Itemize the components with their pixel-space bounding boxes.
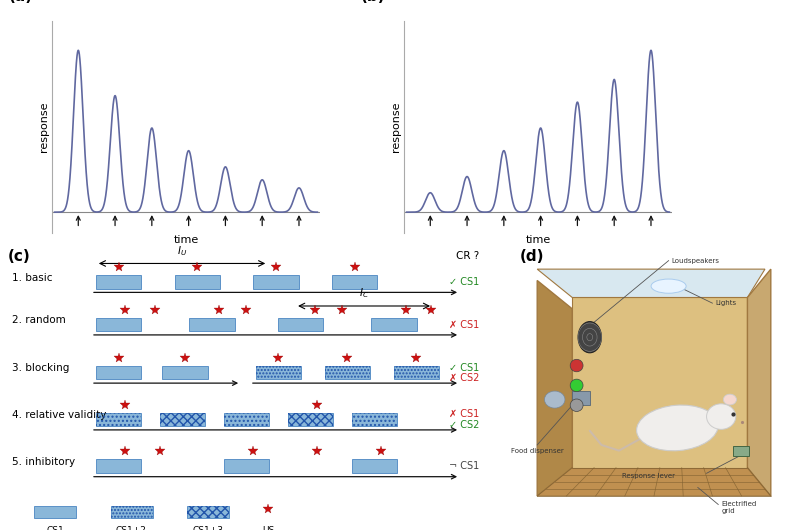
Bar (96, 413, 142, 426)
Polygon shape (572, 297, 747, 467)
Polygon shape (538, 269, 765, 297)
Bar (224, 413, 269, 426)
Y-axis label: response: response (39, 102, 50, 153)
Bar (278, 317, 323, 331)
Ellipse shape (723, 394, 737, 405)
Text: ✗ CS1: ✗ CS1 (450, 409, 480, 419)
Text: ✓ CS1: ✓ CS1 (450, 277, 480, 287)
Bar (110, 506, 153, 517)
Bar (288, 413, 333, 426)
Text: Loudspeakers: Loudspeakers (671, 258, 719, 263)
Bar (162, 366, 208, 379)
Polygon shape (747, 269, 770, 496)
Ellipse shape (545, 391, 565, 408)
Text: (c): (c) (7, 249, 30, 264)
Bar (256, 366, 301, 379)
X-axis label: time: time (174, 235, 198, 244)
Ellipse shape (651, 279, 686, 293)
Text: ✗ CS2: ✗ CS2 (450, 373, 480, 383)
Text: US: US (262, 526, 274, 530)
Bar (96, 413, 142, 426)
Ellipse shape (706, 404, 736, 429)
Text: (b): (b) (361, 0, 386, 4)
Bar (174, 275, 220, 289)
Bar (733, 446, 749, 456)
Text: 5. inhibitory: 5. inhibitory (12, 457, 75, 467)
Bar (325, 366, 370, 379)
Bar (190, 317, 234, 331)
Text: Electrified
grid: Electrified grid (721, 501, 757, 514)
Bar (96, 366, 142, 379)
Bar (288, 413, 333, 426)
Bar (34, 506, 76, 517)
Text: ✗ CS1: ✗ CS1 (450, 320, 480, 330)
Bar (224, 413, 269, 426)
Bar (96, 460, 142, 473)
Bar (256, 366, 301, 379)
Ellipse shape (578, 322, 602, 353)
Bar (325, 366, 370, 379)
Bar (96, 275, 142, 289)
Bar (96, 317, 142, 331)
Bar (224, 460, 269, 473)
Bar (110, 506, 153, 517)
Circle shape (570, 379, 583, 392)
Bar (394, 366, 439, 379)
Text: ✓ CS2: ✓ CS2 (450, 420, 480, 429)
Text: (a): (a) (9, 0, 34, 4)
Text: 3. blocking: 3. blocking (12, 364, 70, 373)
Text: Food dispenser: Food dispenser (511, 448, 564, 454)
Bar (160, 413, 205, 426)
Text: 1. basic: 1. basic (12, 272, 53, 282)
Text: CS1+3: CS1+3 (192, 526, 223, 530)
Text: (d): (d) (520, 249, 544, 264)
Bar (352, 413, 397, 426)
Bar (332, 275, 378, 289)
Text: Lights: Lights (715, 300, 737, 306)
Bar (394, 366, 439, 379)
Text: CS1+2: CS1+2 (116, 526, 147, 530)
Bar (160, 413, 205, 426)
Text: 4. relative validity: 4. relative validity (12, 410, 106, 420)
Polygon shape (538, 467, 770, 496)
Bar (371, 317, 417, 331)
Circle shape (570, 399, 583, 411)
Text: 2. random: 2. random (12, 315, 66, 325)
Ellipse shape (637, 405, 718, 451)
Text: $I_U$: $I_U$ (177, 244, 187, 258)
Text: CS1: CS1 (46, 526, 64, 530)
Bar (254, 275, 298, 289)
Text: Response lever: Response lever (622, 473, 674, 479)
Bar (352, 460, 397, 473)
X-axis label: time: time (526, 235, 550, 244)
Bar (187, 506, 229, 517)
Bar (572, 391, 590, 405)
Text: $I_C$: $I_C$ (359, 287, 369, 301)
Text: CR ?: CR ? (457, 251, 480, 261)
Bar (352, 413, 397, 426)
Polygon shape (538, 280, 572, 496)
Bar (187, 506, 229, 517)
Circle shape (570, 359, 583, 372)
Text: ✓ CS1: ✓ CS1 (450, 363, 480, 373)
Text: ¬ CS1: ¬ CS1 (450, 461, 480, 471)
Y-axis label: response: response (391, 102, 402, 153)
